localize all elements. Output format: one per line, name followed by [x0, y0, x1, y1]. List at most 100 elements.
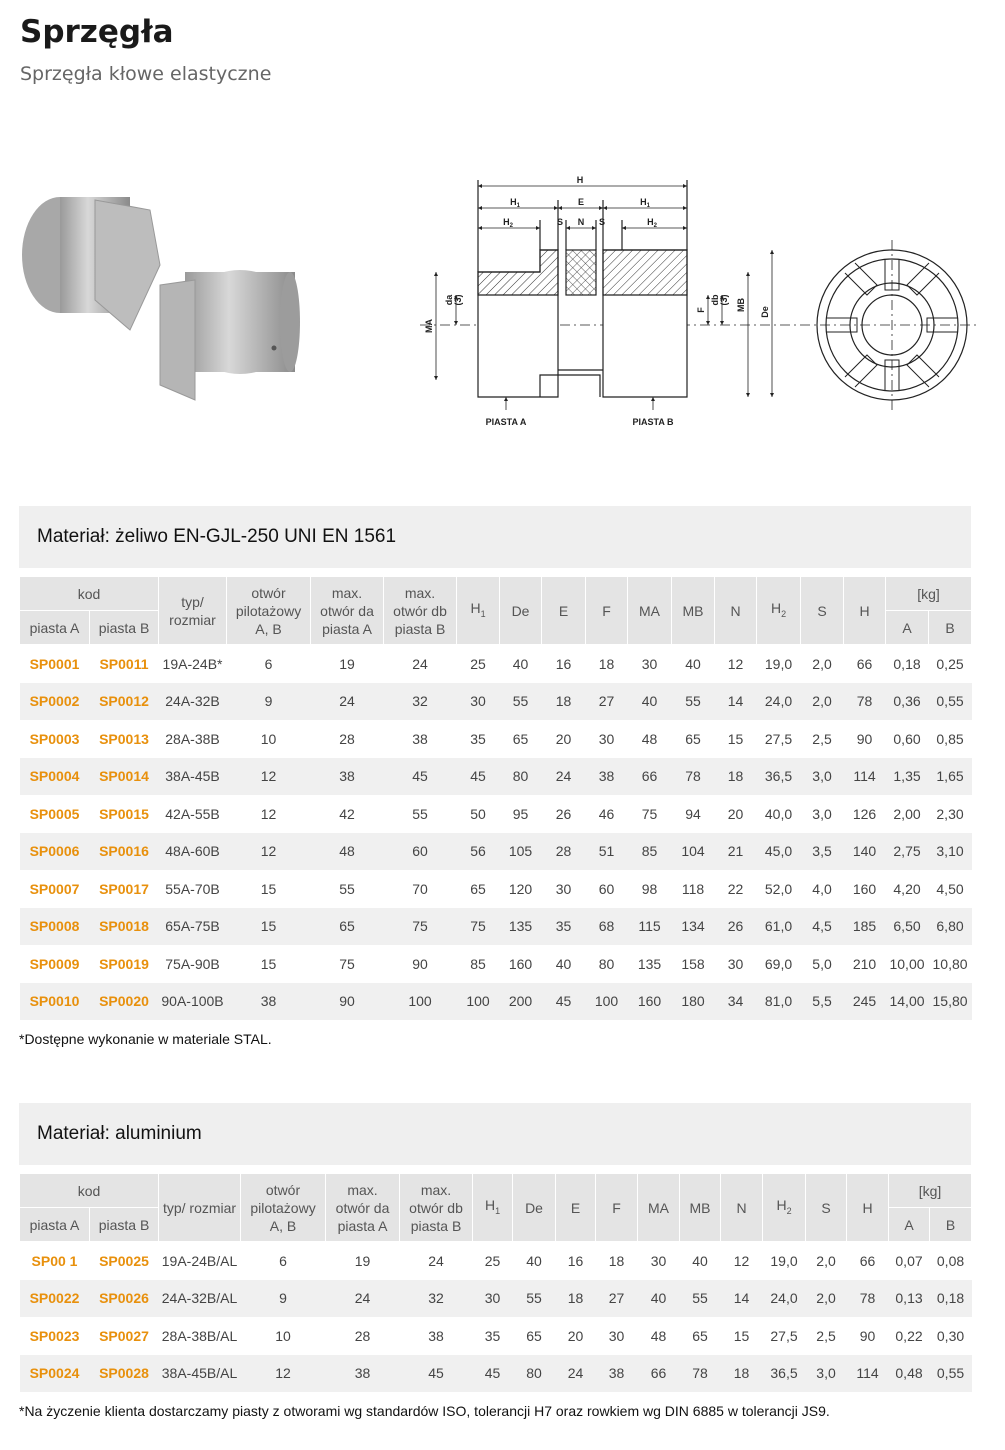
data-cell: 32 — [383, 682, 457, 720]
data-cell: 40 — [526, 1252, 542, 1269]
data-cell: 38 — [585, 757, 628, 795]
data-cell: 30 — [608, 1327, 625, 1344]
section-drawing — [420, 180, 800, 410]
data-cell: 66 — [859, 1252, 876, 1269]
data-cell: 19A-24B/AL — [161, 1252, 238, 1269]
data-cell: 14 — [720, 1279, 763, 1317]
data-cell: 18 — [720, 1354, 763, 1392]
header-cell: F — [595, 1173, 639, 1242]
data-cell: 0,55 — [929, 1354, 972, 1392]
data-cell: 12 — [733, 1252, 750, 1269]
hub-label: PIASTA B — [632, 417, 674, 427]
header-cell: typ/ rozmiar — [158, 1173, 242, 1242]
data-cell: 180 — [671, 982, 715, 1020]
data-cell: 12 — [226, 757, 311, 795]
header-sub: 1 — [480, 608, 486, 619]
data-row: SP0023 SP0027 28A-38B/AL 10 28 38 35 65 20 30 48 65… — [20, 1317, 972, 1355]
header-cell: B — [928, 610, 973, 645]
data-cell: 65 — [685, 730, 701, 747]
data-cell: 90 — [310, 982, 384, 1020]
data-cell: 160 — [627, 982, 672, 1020]
data-cell: 118 — [681, 880, 705, 897]
data-cell: 26 — [714, 907, 757, 945]
product-code: SP0023 — [29, 1327, 80, 1344]
data-cell: 40 — [692, 1252, 708, 1269]
data-cell: 61,0 — [756, 907, 801, 945]
data-cell: 0,48 — [888, 1354, 930, 1392]
data-cell: 114 — [843, 757, 886, 795]
dimension-labels: H H1 E H1 H2 S N S H2 MA da (3) F db (3)… — [424, 175, 770, 427]
data-cell: 38 — [310, 757, 384, 795]
coupling-photo — [22, 197, 300, 401]
data-cell: 24 — [428, 1252, 444, 1269]
data-row: SP0022 SP0026 24A-32B/AL 9 24 32 30 55 18 27 40 55 1… — [19, 1279, 972, 1317]
data-row: SP0024 SP0028 38A-45B/AL 12 38 45 45 80 24 38 66 78… — [19, 1354, 972, 1392]
data-cell: 30 — [641, 655, 658, 672]
data-cell: 12 — [260, 805, 277, 822]
header-cell: N — [714, 576, 758, 645]
data-cell: 19A-24B* — [162, 655, 223, 672]
product-code: SP0020 — [89, 982, 159, 1020]
data-cell: 24,0 — [756, 682, 801, 720]
data-cell: 65 — [526, 1327, 542, 1344]
dim-label: S — [557, 217, 563, 227]
data-cell: 80 — [598, 955, 615, 972]
data-cell: 160 — [852, 880, 877, 897]
data-cell: 0,36 — [885, 682, 929, 720]
data-cell: 66 — [627, 757, 672, 795]
data-cell: 158 — [681, 955, 705, 972]
product-code: SP0002 — [19, 682, 90, 720]
data-cell: 40 — [685, 655, 701, 672]
header-base: H — [770, 599, 782, 616]
data-row: SP0002 SP0012 24A-32B 9 24 32 30 55 18 27 40 55 14 24… — [19, 682, 972, 720]
data-cell: 3,0 — [800, 757, 844, 795]
data-cell: 40,0 — [764, 805, 793, 822]
data-cell: 15,80 — [928, 982, 972, 1020]
dim-label: (3) — [453, 294, 463, 305]
data-cell: 38 — [325, 1354, 400, 1392]
data-cell: 45 — [383, 757, 457, 795]
product-code: SP0018 — [89, 907, 159, 945]
data-cell: 14,00 — [885, 982, 929, 1020]
data-cell: 2,5 — [812, 730, 832, 747]
product-code: SP0010 — [19, 982, 90, 1020]
data-cell: 245 — [843, 982, 886, 1020]
header-cell: otwór pilotażowy A, B — [226, 576, 312, 645]
data-row: SP0005 SP0015 42A-55B 12 42 55 50 95 26 46 75 94 20 4… — [20, 795, 972, 833]
header-cell: De — [512, 1173, 557, 1242]
data-cell: 5,0 — [812, 955, 832, 972]
header-cell: S — [800, 576, 845, 645]
data-cell: 69,0 — [764, 955, 793, 972]
data-cell: 18 — [608, 1252, 625, 1269]
data-cell: 15 — [260, 955, 277, 972]
header-cell: piasta A — [19, 610, 90, 645]
data-cell: 185 — [843, 907, 886, 945]
data-row: SP00 1 SP0025 19A-24B/AL 6 19 24 25 40 16 18 30 40 1… — [20, 1242, 972, 1280]
data-cell: 19,0 — [770, 1252, 798, 1269]
product-code: SP0025 — [99, 1252, 149, 1269]
data-cell: 38 — [226, 982, 311, 1020]
data-cell: 24 — [555, 1354, 596, 1392]
data-cell: 55 — [499, 682, 542, 720]
data-cell: 80 — [499, 757, 542, 795]
data-cell: 85 — [627, 832, 672, 870]
data-cell: 45 — [399, 1354, 473, 1392]
data-cell: 2,5 — [816, 1327, 836, 1344]
data-cell: 0,18 — [929, 1279, 972, 1317]
data-cell: 2,75 — [885, 832, 929, 870]
data-cell: 42A-55B — [165, 805, 220, 822]
table-note: *Na życzenie klienta dostarczamy piasty … — [19, 1403, 830, 1419]
header-sub: 2 — [781, 608, 787, 619]
dim-label: H — [577, 175, 584, 185]
data-cell: 6 — [279, 1252, 287, 1269]
dim-label: E — [578, 197, 584, 207]
data-cell: 30 — [598, 730, 615, 747]
data-cell: 55 — [671, 682, 715, 720]
dim-label: S — [599, 217, 605, 227]
data-cell: 3,5 — [800, 832, 844, 870]
header-cell: piasta A — [19, 1207, 90, 1242]
